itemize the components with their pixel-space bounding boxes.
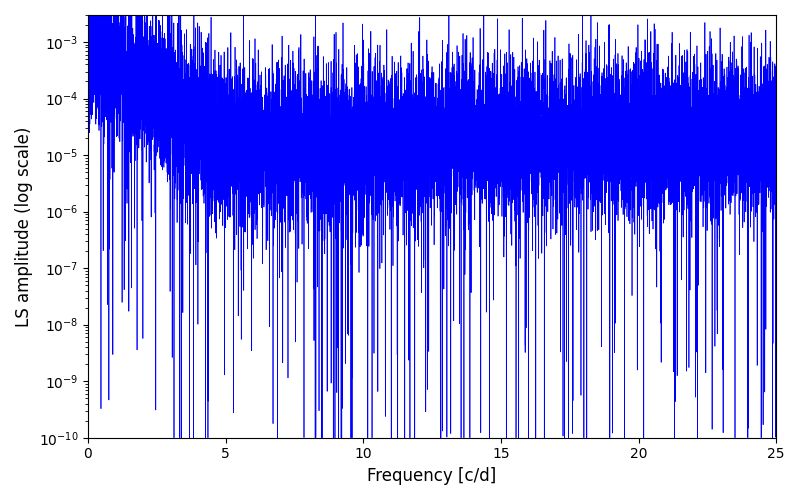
Y-axis label: LS amplitude (log scale): LS amplitude (log scale) [15, 126, 33, 326]
X-axis label: Frequency [c/d]: Frequency [c/d] [367, 467, 497, 485]
